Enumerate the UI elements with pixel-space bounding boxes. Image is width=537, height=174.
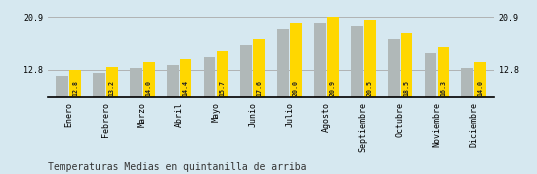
Text: 16.3: 16.3: [440, 80, 446, 96]
Text: 13.2: 13.2: [109, 80, 115, 96]
Bar: [461, 68, 473, 97]
Bar: [106, 67, 118, 97]
Bar: [277, 29, 289, 97]
Text: 18.5: 18.5: [404, 80, 410, 96]
Bar: [241, 45, 252, 97]
Text: 20.0: 20.0: [293, 80, 299, 96]
Bar: [93, 73, 105, 97]
Bar: [425, 53, 437, 97]
Bar: [130, 68, 142, 97]
Text: 14.0: 14.0: [146, 80, 152, 96]
Bar: [401, 33, 412, 97]
Bar: [56, 76, 68, 97]
Bar: [204, 57, 215, 97]
Text: 14.0: 14.0: [477, 80, 483, 96]
Text: 20.9: 20.9: [330, 80, 336, 96]
Bar: [474, 62, 486, 97]
Text: 12.8: 12.8: [72, 80, 78, 96]
Bar: [438, 47, 449, 97]
Bar: [216, 51, 228, 97]
Bar: [180, 59, 192, 97]
Text: Temperaturas Medias en quintanilla de arriba: Temperaturas Medias en quintanilla de ar…: [48, 162, 307, 172]
Bar: [327, 17, 339, 97]
Bar: [166, 65, 178, 97]
Bar: [388, 39, 400, 97]
Bar: [290, 23, 302, 97]
Text: 14.4: 14.4: [183, 80, 188, 96]
Text: 17.6: 17.6: [256, 80, 262, 96]
Bar: [364, 20, 376, 97]
Bar: [314, 23, 326, 97]
Text: 15.7: 15.7: [220, 80, 226, 96]
Bar: [143, 62, 155, 97]
Bar: [69, 70, 81, 97]
Text: 20.5: 20.5: [367, 80, 373, 96]
Bar: [351, 26, 362, 97]
Bar: [253, 39, 265, 97]
